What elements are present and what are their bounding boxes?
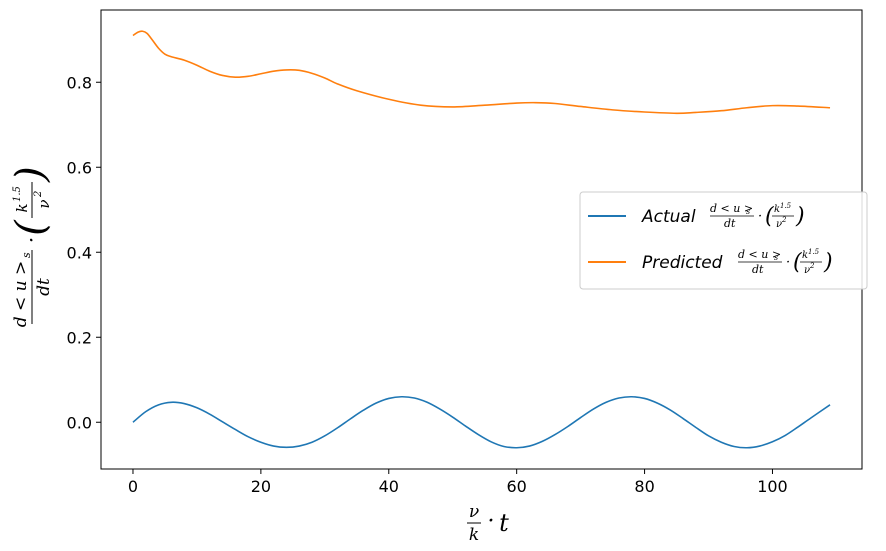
svg-text:ν: ν (804, 265, 810, 276)
svg-text:2: 2 (809, 262, 815, 270)
legend-label-actual: Actual (641, 207, 696, 227)
y-label-paren-right: ) (8, 166, 54, 183)
svg-text:(: ( (793, 250, 802, 275)
svg-text:): ) (823, 250, 833, 275)
x-tick-label: 40 (379, 477, 399, 496)
x-tick-label: 20 (251, 477, 271, 496)
x-tick-label: 60 (506, 477, 526, 496)
y-label-paren-num-sup: 1.5 (12, 186, 23, 202)
svg-text:(: ( (765, 204, 774, 229)
legend: Actual d < u > s dt · ( k 1.5 ν 2 ) Pred… (579, 191, 868, 290)
series-line-actual (132, 395, 831, 449)
y-label-frac-den: dt (34, 278, 54, 296)
x-tick-label: 100 (757, 477, 788, 496)
svg-text:k: k (802, 250, 808, 261)
svg-text:k: k (774, 204, 780, 215)
series-line-predicted (132, 30, 831, 115)
svg-text:2: 2 (781, 216, 787, 224)
legend-entry-predicted: Predicted d < u > s dt · ( k 1.5 ν 2 ) (588, 248, 833, 276)
series-layer (132, 30, 831, 449)
y-tick-label: 0.2 (67, 328, 92, 347)
legend-box (579, 191, 868, 290)
svg-text:s: s (774, 253, 778, 262)
x-axis-label: ν k · t (467, 502, 509, 545)
y-axis-label: d < u > s dt · ( k 1.5 ν 2 ) (8, 166, 54, 327)
x-axis-ticks: 0 20 40 60 80 100 (128, 469, 788, 496)
svg-text:d < u >: d < u > (710, 202, 753, 215)
x-label-dot: · (488, 509, 495, 534)
y-tick-label: 0.6 (67, 158, 92, 177)
legend-formula-predicted: d < u > s dt · ( k 1.5 ν 2 ) (738, 248, 833, 276)
svg-text:dt: dt (752, 263, 764, 276)
svg-text:d < u >: d < u > (738, 248, 781, 261)
y-label-frac-num-sub: s (20, 252, 33, 258)
y-tick-label: 0.4 (67, 243, 92, 262)
svg-text:s: s (746, 207, 750, 216)
x-tick-label: 0 (128, 477, 138, 496)
svg-text:dt: dt (724, 217, 736, 230)
svg-text:·: · (786, 255, 790, 270)
y-tick-label: 0.8 (67, 73, 92, 92)
x-tick-label: 80 (634, 477, 654, 496)
legend-entry-actual: Actual d < u > s dt · ( k 1.5 ν 2 ) (588, 202, 805, 230)
legend-label-predicted: Predicted (642, 253, 723, 273)
y-label-frac-num: d < u > (11, 261, 31, 328)
svg-text:): ) (795, 204, 805, 229)
legend-formula-actual: d < u > s dt · ( k 1.5 ν 2 ) (710, 202, 805, 230)
svg-text:1.5: 1.5 (780, 202, 792, 210)
svg-text:·: · (758, 209, 762, 224)
y-axis-ticks: 0.0 0.2 0.4 0.6 0.8 (67, 73, 101, 432)
svg-text:ν: ν (776, 219, 782, 230)
y-label-paren-den-sup: 2 (33, 191, 44, 198)
y-label-dot: · (19, 237, 43, 243)
x-label-var: t (499, 509, 509, 537)
y-label-paren-num: k (13, 203, 31, 212)
svg-text:1.5: 1.5 (808, 248, 820, 256)
y-label-paren-den: ν (35, 199, 53, 208)
x-label-frac-den: k (469, 525, 479, 545)
y-tick-label: 0.0 (67, 413, 92, 432)
x-label-frac-num: ν (469, 502, 479, 522)
y-label-paren-left: ( (8, 219, 54, 236)
